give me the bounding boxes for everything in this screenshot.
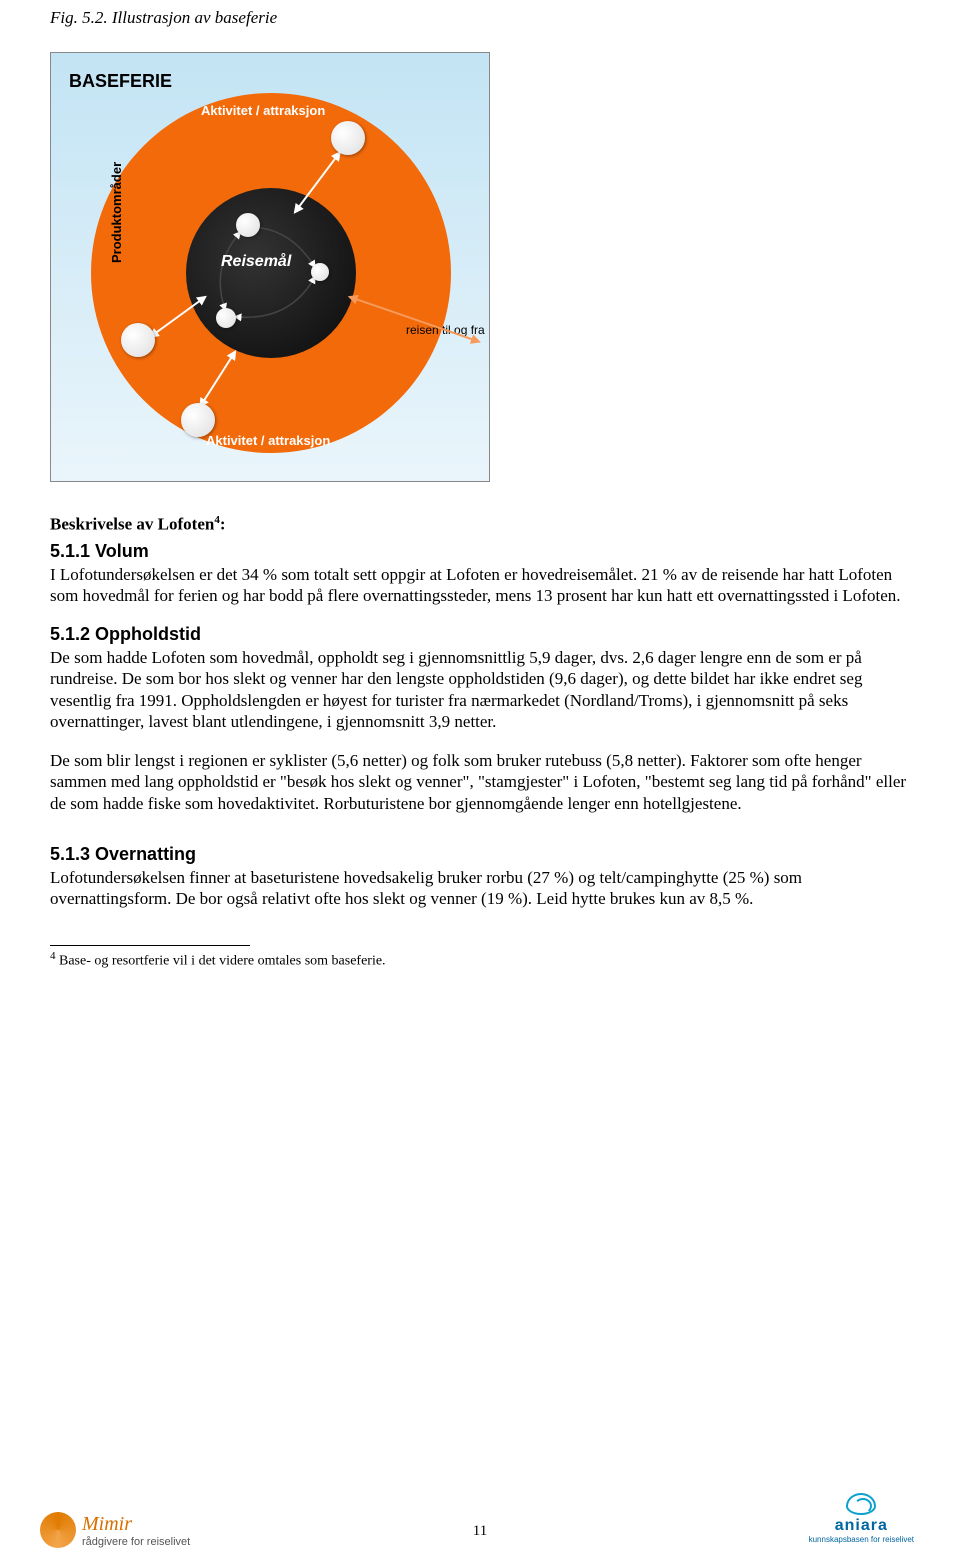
logo-mimir: Mimir rådgivere for reiselivet xyxy=(40,1512,190,1548)
center-label: Reisemål xyxy=(221,253,291,271)
section-5-1-2-p2: De som blir lengst i regionen er syklist… xyxy=(50,750,910,814)
section-5-1-3-text: Lofotundersøkelsen finner at baseturiste… xyxy=(50,867,910,910)
mimir-tagline: rådgivere for reiselivet xyxy=(82,1536,190,1548)
footnote-text: Base- og resortferie vil i det videre om… xyxy=(56,954,386,969)
section-5-1-2-p1: De som hadde Lofoten som hovedmål, oppho… xyxy=(50,647,910,732)
inner-node-a xyxy=(236,213,260,237)
section-5-1-3-title: 5.1.3 Overnatting xyxy=(50,844,910,865)
section-5-1-1-text: I Lofotundersøkelsen er det 34 % som tot… xyxy=(50,564,910,607)
desc-head-text: Beskrivelse av Lofoten xyxy=(50,515,214,534)
aniara-tagline: kunnskapsbasen for reiselivet xyxy=(809,1535,914,1544)
aniara-name: aniara xyxy=(809,1517,914,1535)
aniara-mark-icon xyxy=(846,1493,876,1515)
figure-caption: Fig. 5.2. Illustrasjon av baseferie xyxy=(50,8,910,28)
inner-node-c xyxy=(216,308,236,328)
section-5-1-1-title: 5.1.1 Volum xyxy=(50,541,910,562)
description-heading: Beskrivelse av Lofoten4: xyxy=(50,514,910,535)
inner-node-b xyxy=(311,263,329,281)
footnote-rule xyxy=(50,945,250,946)
page-footer: Mimir rådgivere for reiselivet 11 aniara… xyxy=(0,1500,960,1548)
section-5-1-2-title: 5.1.2 Oppholdstid xyxy=(50,624,910,645)
baseferie-diagram: BASEFERIE Reisemål Produktområder Aktivi… xyxy=(50,52,490,482)
node-bot xyxy=(181,403,215,437)
mimir-swirl-icon xyxy=(40,1512,76,1548)
page-number: 11 xyxy=(473,1523,487,1540)
desc-head-colon: : xyxy=(220,515,226,534)
node-left xyxy=(121,323,155,357)
node-top xyxy=(331,121,365,155)
logo-aniara: aniara kunnskapsbasen for reiselivet xyxy=(809,1493,914,1544)
footnote: 4 Base- og resortferie vil i det videre … xyxy=(50,950,910,970)
mimir-name: Mimir xyxy=(82,1513,190,1536)
